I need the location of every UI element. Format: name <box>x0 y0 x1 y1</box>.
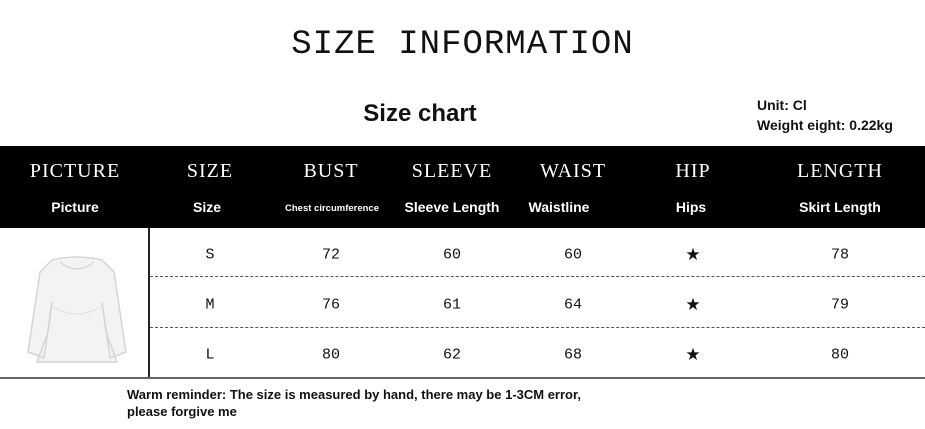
cell-length: 79 <box>830 296 850 314</box>
header-length-sub: Skirt Length <box>799 199 881 215</box>
cell-size: S <box>205 246 215 264</box>
page-title: SIZE INFORMATION <box>291 26 634 64</box>
unit-info: Unit: Cl Weight eight: 0.22kg <box>757 95 893 135</box>
table-header: PICTURE Picture SIZE Size BUST Chest cir… <box>0 146 925 228</box>
column-divider <box>148 228 150 378</box>
cell-waist: 64 <box>563 296 583 314</box>
cell-size: M <box>205 296 215 314</box>
cell-waist: 68 <box>563 346 583 364</box>
weight-label: Weight eight: 0.22kg <box>757 117 893 133</box>
cell-size: L <box>205 346 215 364</box>
star-icon: ★ <box>685 245 701 265</box>
star-icon: ★ <box>685 295 701 315</box>
header-waist-sub: Waistline <box>528 199 590 215</box>
cell-bust: 72 <box>321 246 341 264</box>
cell-bust: 76 <box>321 296 341 314</box>
header-picture-sub: Picture <box>51 199 99 215</box>
cell-sleeve: 60 <box>442 246 462 264</box>
cell-waist: 60 <box>563 246 583 264</box>
header-picture: PICTURE <box>29 160 121 182</box>
cell-sleeve: 62 <box>442 346 462 364</box>
chart-title: Size chart <box>363 100 477 127</box>
row-divider <box>150 276 925 277</box>
header-length: LENGTH <box>797 160 883 182</box>
header-size: SIZE <box>186 160 234 182</box>
warm-reminder: Warm reminder: The size is measured by h… <box>127 387 581 419</box>
header-size-sub: Size <box>192 199 222 215</box>
cell-bust: 80 <box>321 346 341 364</box>
header-hip-sub: Hips <box>675 199 707 215</box>
unit-label: Unit: Cl <box>757 97 807 113</box>
cell-sleeve: 61 <box>442 296 462 314</box>
header-sleeve: SLEEVE <box>411 160 493 182</box>
header-waist: WAIST <box>539 160 607 182</box>
cell-length: 78 <box>830 246 850 264</box>
header-bust: BUST <box>303 160 359 182</box>
header-bust-sub: Chest circumference <box>285 203 379 214</box>
row-divider <box>150 327 925 328</box>
header-hip: HIP <box>675 160 711 182</box>
dress-picture <box>22 232 132 372</box>
cell-length: 80 <box>830 346 850 364</box>
table-bottom-border <box>0 377 925 379</box>
star-icon: ★ <box>685 345 701 365</box>
header-sleeve-sub: Sleeve Length <box>404 199 500 215</box>
